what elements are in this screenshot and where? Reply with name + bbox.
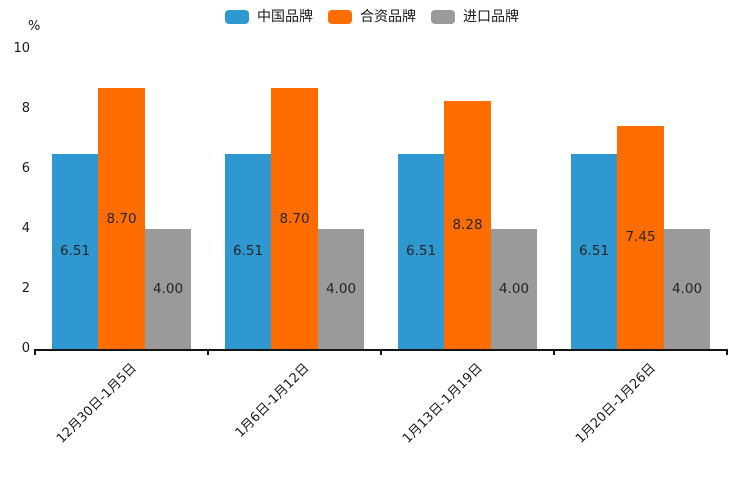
bar-import-brand-group-3 bbox=[490, 229, 538, 349]
bar-value-label: 6.51 bbox=[232, 243, 264, 260]
y-axis-tick-label: 6 bbox=[21, 161, 30, 176]
legend-item-import-brand: 进口品牌 bbox=[431, 9, 519, 25]
bar-import-brand-group-2 bbox=[317, 229, 365, 349]
legend-swatch-china-brand-icon bbox=[225, 10, 249, 24]
x-axis-tick bbox=[34, 350, 36, 355]
bar-joint-venture-brand-group-1 bbox=[98, 88, 145, 349]
bar-value-label: 4.00 bbox=[498, 281, 530, 297]
legend-swatch-joint-venture-brand-icon bbox=[328, 10, 352, 24]
bar-value-label: 6.51 bbox=[578, 243, 610, 260]
bar-import-brand-group-4 bbox=[663, 229, 711, 349]
x-axis-label: 1月20日-1月26日 bbox=[573, 360, 659, 447]
y-axis-unit-label: % bbox=[28, 19, 41, 34]
bar-value-label: 8.70 bbox=[106, 210, 137, 227]
legend: 中国品牌 合资品牌 进口品牌 bbox=[0, 9, 744, 25]
bar-joint-venture-brand-group-4 bbox=[617, 125, 664, 349]
y-axis-tick-label: 4 bbox=[21, 221, 30, 236]
x-axis-tick bbox=[553, 350, 555, 355]
bar-value-label: 4.00 bbox=[325, 281, 357, 297]
y-axis-tick-label: 0 bbox=[21, 341, 30, 356]
x-axis-tick bbox=[207, 350, 209, 355]
legend-item-joint-venture-brand: 合资品牌 bbox=[328, 9, 416, 25]
bar-china-brand-group-3 bbox=[397, 153, 445, 349]
bar-value-label: 4.00 bbox=[152, 281, 184, 297]
y-axis-tick-label: 10 bbox=[13, 41, 30, 56]
x-axis-tick bbox=[726, 350, 728, 355]
legend-item-china-brand: 中国品牌 bbox=[225, 9, 313, 25]
bar-value-label: 6.51 bbox=[405, 243, 437, 260]
plot-area: 6.51 6.51 6.51 6.51 8.70 8.70 8.28 7.45 4.00 4.00… bbox=[35, 49, 727, 349]
bar-china-brand-group-2 bbox=[224, 153, 272, 349]
y-axis-tick-label: 8 bbox=[21, 101, 30, 116]
bar-import-brand-group-1 bbox=[144, 229, 192, 349]
bar-china-brand-group-1 bbox=[51, 153, 99, 349]
bar-joint-venture-brand-group-3 bbox=[444, 100, 491, 349]
x-axis-label: 12月30日-1月5日 bbox=[54, 360, 140, 447]
bar-value-label: 8.28 bbox=[452, 216, 483, 233]
legend-swatch-import-brand-icon bbox=[431, 10, 455, 24]
x-axis-label: 1月6日-1月12日 bbox=[232, 360, 313, 441]
bar-value-label: 8.70 bbox=[279, 210, 310, 227]
x-axis-tick bbox=[380, 350, 382, 355]
bar-joint-venture-brand-group-2 bbox=[271, 88, 318, 349]
x-axis-label: 1月13日-1月19日 bbox=[400, 360, 486, 447]
bar-value-label: 4.00 bbox=[671, 281, 703, 297]
bar-value-label: 7.45 bbox=[625, 229, 656, 246]
bar-value-label: 6.51 bbox=[59, 243, 91, 260]
legend-label-joint-venture-brand: 合资品牌 bbox=[360, 9, 416, 25]
legend-label-import-brand: 进口品牌 bbox=[463, 9, 519, 25]
legend-label-china-brand: 中国品牌 bbox=[257, 9, 313, 25]
bar-china-brand-group-4 bbox=[570, 153, 618, 349]
y-axis-tick-label: 2 bbox=[21, 281, 30, 296]
